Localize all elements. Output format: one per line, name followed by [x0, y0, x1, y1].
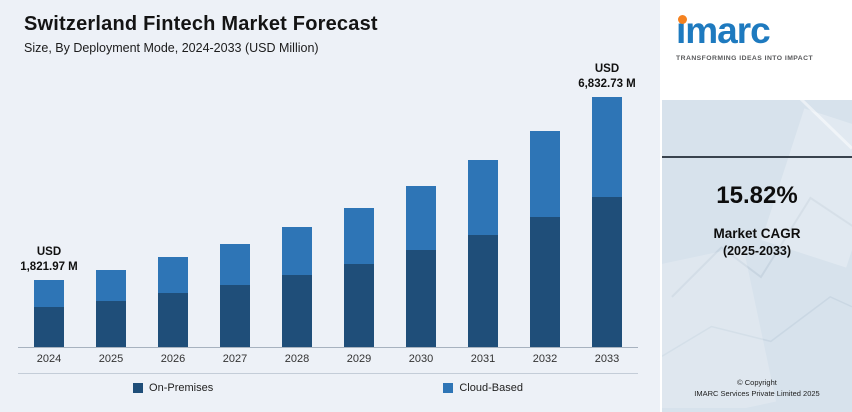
stacked-bar-2033 [592, 97, 622, 347]
bar-segment-cloud-based [344, 208, 374, 264]
bar-segment-on-premises [158, 293, 188, 347]
imarc-logo-orange-dot-icon [678, 15, 687, 24]
bar-group-2031 [452, 55, 514, 347]
bar-segment-cloud-based [34, 280, 64, 307]
bar-segment-on-premises [282, 275, 312, 347]
x-axis: 2024 2025 2026 2027 2028 2029 2030 2031 2032 2033 [18, 347, 638, 369]
stacked-bar-2030 [406, 186, 436, 347]
bar-segment-on-premises [220, 285, 250, 347]
x-tick-2027: 2027 [222, 353, 248, 365]
bar-segment-on-premises [530, 217, 560, 347]
chart-header: Switzerland Fintech Market Forecast Size… [0, 0, 660, 55]
chart-panel: Switzerland Fintech Market Forecast Size… [0, 0, 660, 401]
cagr-period: (2025-2033) [722, 244, 792, 258]
imarc-logo-text: ımarc [676, 10, 771, 51]
bar-segment-on-premises [468, 235, 498, 347]
bar-segment-cloud-based [96, 270, 126, 301]
bar-value-label-2033: USD 6,832.73 M [578, 63, 636, 91]
stacked-bar-2028 [282, 227, 312, 347]
copyright: © Copyright IMARC Services Private Limit… [662, 377, 852, 412]
legend-label: Cloud-Based [459, 381, 523, 394]
legend-label: On-Premises [149, 381, 214, 394]
x-tick-2030: 2030 [408, 353, 434, 365]
legend-swatch-icon [443, 382, 454, 393]
brand-sidebar: ımarc TRANSFORMING IDEAS INTO IMPACT 15.… [660, 0, 852, 412]
bar-group-2033: USD 6,832.73 M [576, 55, 638, 347]
bar-group-2028 [266, 55, 328, 347]
page-title: Switzerland Fintech Market Forecast [24, 13, 378, 35]
bar-group-2026 [142, 55, 204, 347]
stacked-bar-2024 [34, 280, 64, 347]
stacked-bar-2026 [158, 257, 188, 347]
bar-group-2029 [328, 55, 390, 347]
copyright-line2: IMARC Services Private Limited 2025 [694, 388, 820, 398]
bar-segment-cloud-based [158, 257, 188, 293]
bar-segment-cloud-based [406, 186, 436, 250]
bar-segment-cloud-based [592, 97, 622, 197]
bar-group-2027 [204, 55, 266, 347]
legend-item-cloud-based: Cloud-Based [443, 382, 523, 394]
bar-segment-cloud-based [468, 160, 498, 235]
stacked-bar-2031 [468, 160, 498, 347]
legend-item-on-premises: On-Premises [133, 382, 213, 394]
bar-segment-on-premises [406, 250, 436, 347]
cagr-block: 15.82% Market CAGR (2025-2033) [662, 156, 852, 258]
bar-segment-on-premises [96, 301, 126, 347]
bar-segment-on-premises [344, 264, 374, 347]
bar-segment-cloud-based [282, 227, 312, 275]
bar-segment-cloud-based [220, 244, 250, 285]
x-tick-2026: 2026 [160, 353, 186, 365]
bar-group-2030 [390, 55, 452, 347]
x-tick-2032: 2032 [532, 353, 558, 365]
x-tick-2024: 2024 [36, 353, 62, 365]
cagr-value: 15.82% [716, 182, 798, 209]
sidebar-content: ımarc TRANSFORMING IDEAS INTO IMPACT 15.… [662, 0, 852, 412]
x-tick-2025: 2025 [98, 353, 124, 365]
x-tick-2029: 2029 [346, 353, 372, 365]
imarc-logo: ımarc [676, 10, 771, 51]
stacked-bar-2027 [220, 244, 250, 347]
logo-panel: ımarc TRANSFORMING IDEAS INTO IMPACT [662, 0, 852, 100]
x-tick-2031: 2031 [470, 353, 496, 365]
bar-group-2025 [80, 55, 142, 347]
chart-legend: On-Premises Cloud-Based [18, 373, 638, 401]
bar-group-2024: USD 1,821.97 M [18, 55, 80, 347]
cagr-label: Market CAGR [713, 226, 801, 241]
plot-area: USD 1,821.97 M USD 6,832.73 M [18, 55, 638, 347]
bar-segment-cloud-based [530, 131, 560, 217]
chart-subtitle: Size, By Deployment Mode, 2024-2033 (USD… [24, 41, 319, 55]
x-tick-2028: 2028 [284, 353, 310, 365]
bar-group-2032 [514, 55, 576, 347]
legend-swatch-icon [133, 382, 144, 393]
logo-tagline: TRANSFORMING IDEAS INTO IMPACT [676, 54, 814, 62]
stacked-bar-2029 [344, 208, 374, 347]
bar-segment-on-premises [34, 307, 64, 347]
x-tick-2033: 2033 [594, 353, 620, 365]
copyright-line1: © Copyright [737, 377, 777, 387]
bar-value-label-2024: USD 1,821.97 M [20, 246, 78, 274]
bar-segment-on-premises [592, 197, 622, 347]
stacked-bar-2025 [96, 270, 126, 347]
stacked-bar-2032 [530, 131, 560, 347]
